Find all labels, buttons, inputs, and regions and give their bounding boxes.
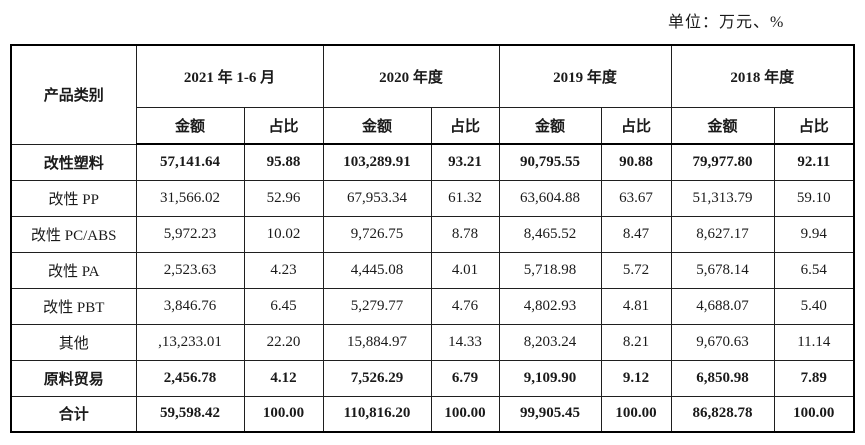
- ratio-cell: 22.20: [243, 323, 324, 361]
- ratio-cell: 9.94: [773, 215, 855, 253]
- ratio-cell: 92.11: [773, 143, 855, 181]
- ratio-cell: 7.89: [773, 359, 855, 397]
- amount-cell: 110,816.20: [322, 395, 432, 433]
- period-header-2021h1: 2021 年 1-6 月: [135, 44, 324, 108]
- amount-cell: 9,670.63: [670, 323, 775, 361]
- table-row-modified-pcabs: 改性 PC/ABS 5,972.23 10.02 9,726.75 8.78 8…: [10, 215, 855, 253]
- category-header: 产品类别: [10, 44, 137, 145]
- unit-label: 单位：万元、%: [668, 14, 785, 31]
- amount-cell: 63,604.88: [498, 179, 602, 217]
- amount-cell: 99,905.45: [498, 395, 602, 433]
- ratio-cell: 95.88: [243, 143, 324, 181]
- period-header-2018: 2018 年度: [670, 44, 855, 108]
- amount-cell: 5,972.23: [135, 215, 245, 253]
- ratio-cell: 61.32: [430, 179, 500, 217]
- ratio-column-header: 占比: [430, 106, 500, 145]
- ratio-cell: 59.10: [773, 179, 855, 217]
- amount-cell: 103,289.91: [322, 143, 432, 181]
- amount-column-header: 金额: [135, 106, 245, 145]
- table-row-modified-pbt: 改性 PBT 3,846.76 6.45 5,279.77 4.76 4,802…: [10, 287, 855, 325]
- ratio-column-header: 占比: [600, 106, 672, 145]
- amount-cell: 51,313.79: [670, 179, 775, 217]
- amount-column-header: 金额: [498, 106, 602, 145]
- row-label: 改性 PA: [10, 251, 137, 289]
- ratio-cell: 4.81: [600, 287, 672, 325]
- ratio-cell: 6.79: [430, 359, 500, 397]
- header-columns-row: 金额 占比 金额 占比 金额 占比 金额 占比: [11, 106, 855, 145]
- amount-column-header: 金额: [322, 106, 432, 145]
- amount-cell: 2,456.78: [135, 359, 245, 397]
- ratio-cell: 8.47: [600, 215, 672, 253]
- row-label: 改性塑料: [10, 143, 137, 181]
- ratio-cell: 100.00: [243, 395, 324, 433]
- period-header-2019: 2019 年度: [498, 44, 672, 108]
- period-header-2020: 2020 年度: [322, 44, 500, 108]
- amount-cell: 4,802.93: [498, 287, 602, 325]
- amount-column-header: 金额: [670, 106, 775, 145]
- amount-cell: ,13,233.01: [135, 323, 245, 361]
- table-row-others: 其他 ,13,233.01 22.20 15,884.97 14.33 8,20…: [10, 323, 855, 361]
- table-row-modified-plastics: 改性塑料 57,141.64 95.88 103,289.91 93.21 90…: [10, 143, 855, 181]
- row-label: 原料贸易: [10, 359, 137, 397]
- amount-cell: 4,445.08: [322, 251, 432, 289]
- table-row-raw-material-trade: 原料贸易 2,456.78 4.12 7,526.29 6.79 9,109.9…: [10, 359, 855, 397]
- ratio-cell: 4.01: [430, 251, 500, 289]
- amount-cell: 5,718.98: [498, 251, 602, 289]
- amount-cell: 59,598.42: [135, 395, 245, 433]
- ratio-cell: 100.00: [430, 395, 500, 433]
- ratio-cell: 90.88: [600, 143, 672, 181]
- header-period-row: 产品类别 2021 年 1-6 月 2020 年度 2019 年度 2018 年…: [10, 44, 855, 145]
- row-label: 改性 PBT: [10, 287, 137, 325]
- ratio-column-header: 占比: [243, 106, 324, 145]
- amount-cell: 9,109.90: [498, 359, 602, 397]
- ratio-cell: 5.72: [600, 251, 672, 289]
- amount-cell: 4,688.07: [670, 287, 775, 325]
- ratio-cell: 4.12: [243, 359, 324, 397]
- ratio-cell: 9.12: [600, 359, 672, 397]
- amount-cell: 8,465.52: [498, 215, 602, 253]
- amount-cell: 86,828.78: [670, 395, 775, 433]
- ratio-cell: 6.54: [773, 251, 855, 289]
- ratio-cell: 63.67: [600, 179, 672, 217]
- amount-cell: 15,884.97: [322, 323, 432, 361]
- ratio-cell: 6.45: [243, 287, 324, 325]
- ratio-cell: 100.00: [773, 395, 855, 433]
- ratio-cell: 52.96: [243, 179, 324, 217]
- product-category-table: 产品类别 2021 年 1-6 月 2020 年度 2019 年度 2018 年…: [10, 44, 856, 433]
- ratio-cell: 5.40: [773, 287, 855, 325]
- ratio-cell: 4.23: [243, 251, 324, 289]
- amount-cell: 8,627.17: [670, 215, 775, 253]
- row-label: 其他: [10, 323, 137, 361]
- ratio-column-header: 占比: [773, 106, 855, 145]
- ratio-cell: 11.14: [773, 323, 855, 361]
- amount-cell: 5,279.77: [322, 287, 432, 325]
- row-label: 合计: [10, 395, 137, 433]
- amount-cell: 79,977.80: [670, 143, 775, 181]
- table-row-modified-pa: 改性 PA 2,523.63 4.23 4,445.08 4.01 5,718.…: [10, 251, 855, 289]
- amount-cell: 31,566.02: [135, 179, 245, 217]
- amount-cell: 3,846.76: [135, 287, 245, 325]
- amount-cell: 57,141.64: [135, 143, 245, 181]
- ratio-cell: 10.02: [243, 215, 324, 253]
- amount-cell: 67,953.34: [322, 179, 432, 217]
- ratio-cell: 100.00: [600, 395, 672, 433]
- amount-cell: 90,795.55: [498, 143, 602, 181]
- amount-cell: 2,523.63: [135, 251, 245, 289]
- amount-cell: 6,850.98: [670, 359, 775, 397]
- amount-cell: 9,726.75: [322, 215, 432, 253]
- ratio-cell: 8.78: [430, 215, 500, 253]
- row-label: 改性 PP: [10, 179, 137, 217]
- amount-cell: 8,203.24: [498, 323, 602, 361]
- row-label: 改性 PC/ABS: [10, 215, 137, 253]
- ratio-cell: 4.76: [430, 287, 500, 325]
- ratio-cell: 14.33: [430, 323, 500, 361]
- ratio-cell: 8.21: [600, 323, 672, 361]
- amount-cell: 7,526.29: [322, 359, 432, 397]
- ratio-cell: 93.21: [430, 143, 500, 181]
- table-row-modified-pp: 改性 PP 31,566.02 52.96 67,953.34 61.32 63…: [10, 179, 855, 217]
- amount-cell: 5,678.14: [670, 251, 775, 289]
- table-row-total: 合计 59,598.42 100.00 110,816.20 100.00 99…: [10, 395, 855, 433]
